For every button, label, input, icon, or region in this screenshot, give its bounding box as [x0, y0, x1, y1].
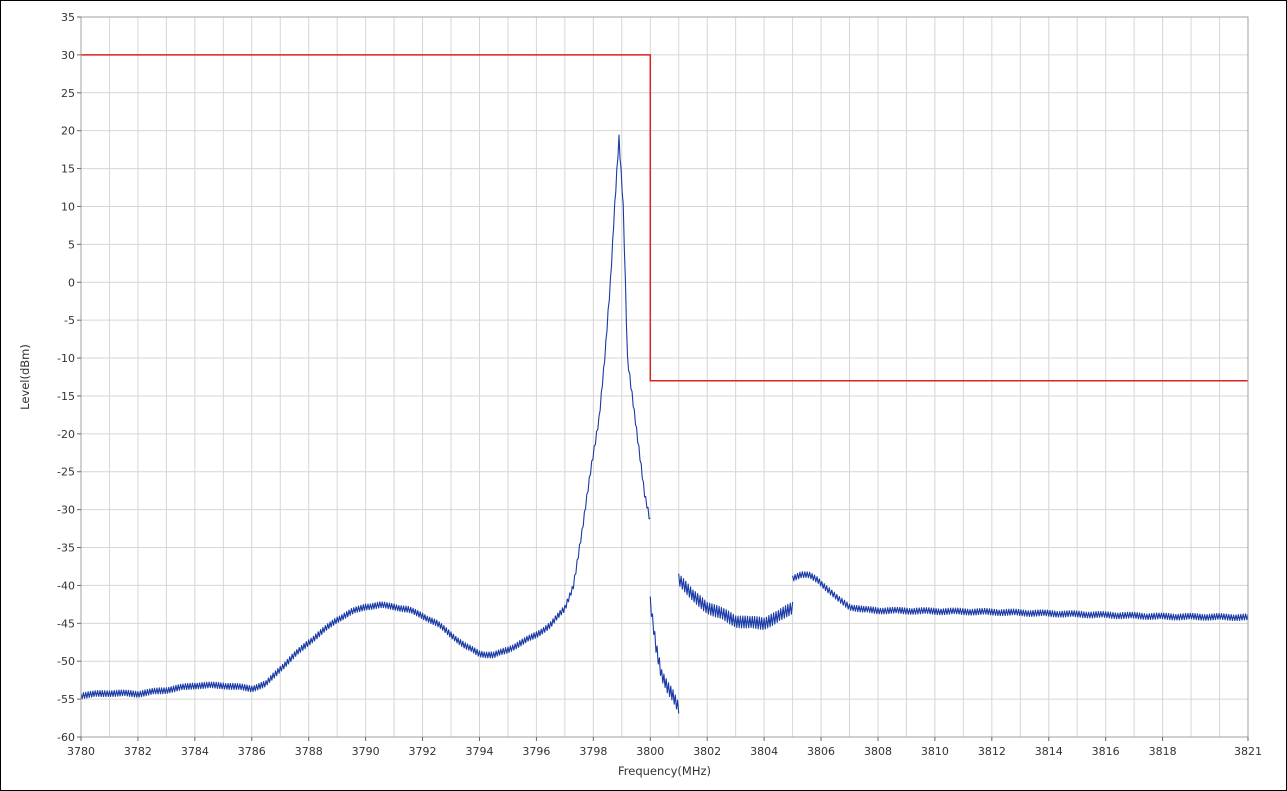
- x-tick-label: 3816: [1092, 745, 1120, 758]
- x-tick-label: 3780: [67, 745, 95, 758]
- x-tick-label: 3804: [750, 745, 778, 758]
- x-tick-label: 3821: [1234, 745, 1262, 758]
- y-axis-label: Level(dBm): [18, 344, 32, 410]
- x-tick-label: 3802: [693, 745, 721, 758]
- x-tick-label: 3798: [579, 745, 607, 758]
- x-tick-label: 3806: [807, 745, 835, 758]
- y-tick-label: -25: [57, 466, 75, 479]
- x-tick-label: 3814: [1035, 745, 1063, 758]
- plot-background: [81, 17, 1248, 737]
- y-tick-label: -30: [57, 504, 75, 517]
- y-tick-label: 20: [61, 125, 75, 138]
- y-tick-label: 25: [61, 87, 75, 100]
- y-tick-label: -5: [64, 314, 75, 327]
- y-tick-label: -55: [57, 693, 75, 706]
- y-tick-label: 0: [68, 276, 75, 289]
- y-tick-label: -20: [57, 428, 75, 441]
- x-tick-label: 3788: [295, 745, 323, 758]
- y-tick-label: -15: [57, 390, 75, 403]
- y-tick-label: -60: [57, 731, 75, 744]
- y-tick-label: -50: [57, 655, 75, 668]
- x-tick-label: 3794: [465, 745, 493, 758]
- y-tick-label: 35: [61, 11, 75, 24]
- x-tick-label: 3800: [636, 745, 664, 758]
- x-tick-label: 3784: [181, 745, 209, 758]
- limit-line: [81, 54, 1248, 382]
- spectrum-trace: [678, 573, 794, 630]
- x-tick-label: 3796: [522, 745, 550, 758]
- x-tick-label: 3808: [864, 745, 892, 758]
- y-tick-label: -45: [57, 617, 75, 630]
- spectrum-trace: [649, 596, 680, 714]
- y-tick-label: -10: [57, 352, 75, 365]
- y-tick-label: -35: [57, 542, 75, 555]
- x-tick-label: 3782: [124, 745, 152, 758]
- x-tick-label: 3790: [352, 745, 380, 758]
- x-tick-label: 3810: [921, 745, 949, 758]
- series-layer: [80, 54, 1249, 714]
- spectrum-trace: [80, 134, 651, 700]
- x-tick-label: 3812: [978, 745, 1006, 758]
- axes: 3780 3782 3784 3786 3788 3790 3792 3794 3796 3798…: [57, 11, 1262, 758]
- x-axis-label: Frequency(MHz): [618, 764, 711, 778]
- y-tick-label: 5: [68, 238, 75, 251]
- plot-border: [80, 16, 1249, 738]
- x-tick-label: 3786: [238, 745, 266, 758]
- spectrum-trace-series: [80, 134, 1249, 714]
- x-tick-label: 3818: [1149, 745, 1177, 758]
- spectrum-trace: [792, 571, 1249, 622]
- y-tick-label: -40: [57, 579, 75, 592]
- y-tick-label: 30: [61, 49, 75, 62]
- y-tick-label: 10: [61, 200, 75, 213]
- x-tick-label: 3792: [409, 745, 437, 758]
- y-tick-label: 15: [61, 163, 75, 176]
- limit-line-series: [81, 54, 1248, 382]
